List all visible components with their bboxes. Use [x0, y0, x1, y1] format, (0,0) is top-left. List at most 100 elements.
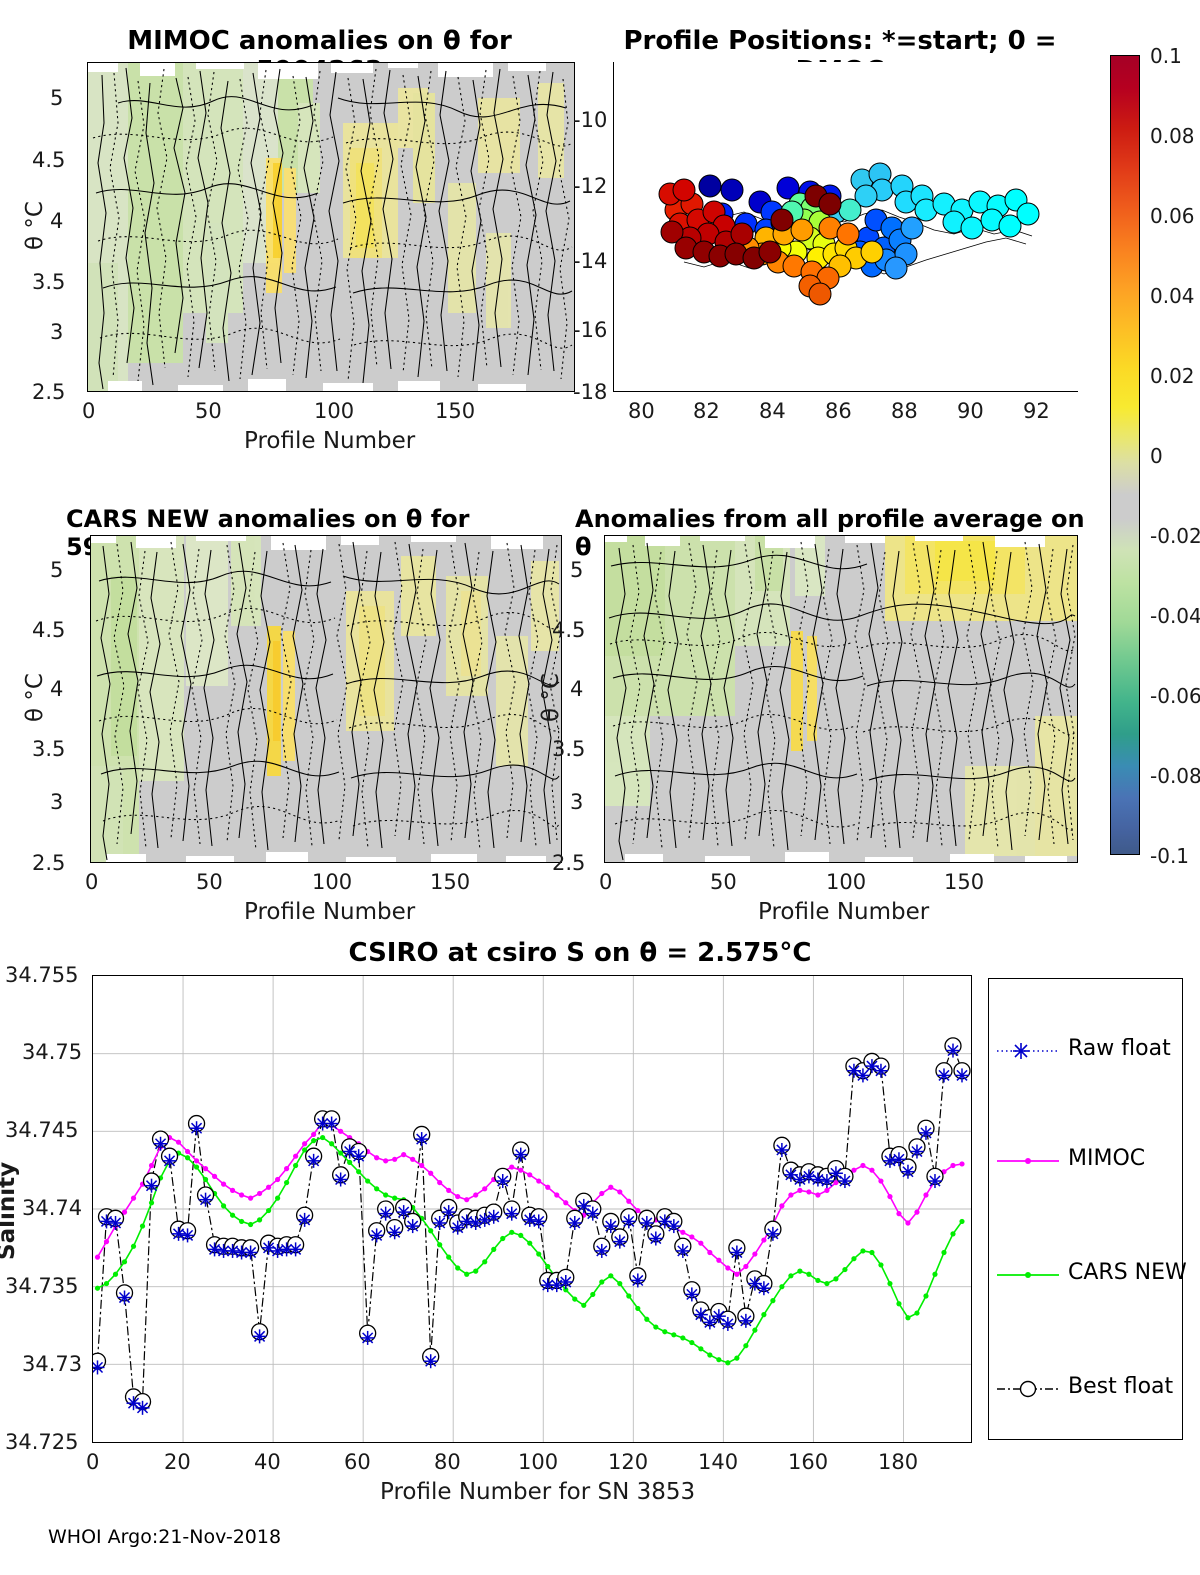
allprofile-yaxis-label: θ °C [538, 673, 564, 722]
timeseries-ytick-34p74: 34.74 [22, 1196, 83, 1220]
legend-label-cars-new: CARS NEW [1068, 1260, 1187, 1285]
timeseries-xtick-140: 140 [698, 1450, 739, 1474]
timeseries-xtick-60: 60 [344, 1450, 371, 1474]
colorbar-tick-m0p06: -0.06 [1150, 684, 1200, 708]
positions-ytick-m16: -16 [573, 318, 608, 342]
allprofile-ytick-4p5: 4.5 [552, 618, 586, 642]
mimoc-contour-field [88, 63, 574, 391]
allprofile-ytick-3p5: 3.5 [552, 737, 586, 761]
timeseries-ytick-34p745: 34.745 [5, 1118, 79, 1142]
timeseries-ytick-34p735: 34.735 [5, 1274, 79, 1298]
legend-sample-mimoc [997, 1158, 1059, 1164]
positions-xtick-84: 84 [759, 399, 786, 423]
timeseries-xaxis-label: Profile Number for SN 3853 [380, 1479, 696, 1505]
allprofile-xaxis-label: Profile Number [758, 899, 930, 925]
legend-sample-cars-new [997, 1272, 1059, 1278]
timeseries-ytick-34p75: 34.75 [22, 1040, 83, 1064]
positions-plot-frame [613, 62, 1078, 392]
timeseries-canvas [93, 976, 971, 1442]
cars-xtick-100: 100 [312, 870, 353, 894]
positions-xtick-86: 86 [825, 399, 852, 423]
cars-xtick-150: 150 [430, 870, 471, 894]
positions-xtick-88: 88 [891, 399, 918, 423]
mimoc-xtick-100: 100 [314, 399, 355, 423]
mimoc-ytick-3: 3 [50, 320, 64, 344]
colorbar-tick-m0p02: -0.02 [1150, 524, 1200, 548]
legend-label-mimoc: MIMOC [1068, 1146, 1146, 1171]
timeseries-xtick-180: 180 [878, 1450, 919, 1474]
allprofile-xtick-150: 150 [944, 870, 985, 894]
allprofile-xtick-50: 50 [710, 870, 737, 894]
positions-ytick-m10: -10 [573, 108, 608, 132]
mimoc-ytick-3p5: 3.5 [32, 270, 66, 294]
cars-plot-frame [90, 535, 562, 863]
allprofile-contour-field [605, 536, 1077, 862]
colorbar-tick-0: 0 [1150, 444, 1163, 468]
allprofile-ytick-5: 5 [570, 558, 584, 582]
colorbar [1110, 55, 1140, 855]
colorbar-tick-0p06: 0.06 [1150, 204, 1195, 228]
timeseries-xtick-160: 160 [788, 1450, 829, 1474]
colorbar-tick-0p08: 0.08 [1150, 124, 1195, 148]
cars-xtick-50: 50 [196, 870, 223, 894]
timeseries-xtick-100: 100 [518, 1450, 559, 1474]
positions-xtick-80: 80 [628, 399, 655, 423]
mimoc-xaxis-label: Profile Number [244, 428, 416, 454]
legend-sample-raw-float [997, 1043, 1059, 1059]
allprofile-panel-title: Anomalies from all profile average on θ [575, 505, 1085, 561]
timeseries-ytick-34p725: 34.725 [5, 1430, 79, 1454]
colorbar-tick-m0p1: -0.1 [1150, 844, 1190, 868]
colorbar-tick-0p02: 0.02 [1150, 364, 1195, 388]
mimoc-ytick-4p5: 4.5 [32, 148, 66, 172]
mimoc-ytick-5: 5 [50, 86, 64, 110]
positions-ytick-m14: -14 [573, 249, 608, 273]
timeseries-yaxis-label: Salinity [0, 1161, 20, 1260]
positions-xtick-90: 90 [957, 399, 984, 423]
allprofile-ytick-3: 3 [570, 790, 584, 814]
allprofile-xtick-100: 100 [826, 870, 867, 894]
positions-xtick-92: 92 [1023, 399, 1050, 423]
timeseries-ytick-34p755: 34.755 [5, 963, 79, 987]
colorbar-tick-m0p04: -0.04 [1150, 604, 1200, 628]
mimoc-plot-frame [87, 62, 575, 392]
positions-scatter-field [614, 62, 1078, 391]
cars-ytick-4: 4 [50, 677, 64, 701]
timeseries-panel-title: CSIRO at csiro S on θ = 2.575°C [348, 938, 812, 968]
positions-ytick-m12: -12 [573, 174, 608, 198]
colorbar-tick-0p04: 0.04 [1150, 284, 1195, 308]
allprofile-ytick-2p5: 2.5 [552, 851, 586, 875]
colorbar-gradient [1111, 56, 1139, 854]
cars-ytick-3p5: 3.5 [32, 737, 66, 761]
allprofile-xtick-0: 0 [599, 870, 613, 894]
cars-contour-field [91, 536, 561, 862]
colorbar-tick-0p1: 0.1 [1150, 44, 1182, 68]
legend-label-best-float: Best float [1068, 1374, 1174, 1399]
cars-ytick-2p5: 2.5 [32, 851, 66, 875]
timeseries-xtick-80: 80 [434, 1450, 461, 1474]
cars-ytick-4p5: 4.5 [32, 618, 66, 642]
mimoc-xtick-0: 0 [82, 399, 96, 423]
cars-ytick-5: 5 [50, 558, 64, 582]
colorbar-tick-m0p08: -0.08 [1150, 764, 1200, 788]
timeseries-ytick-34p73: 34.73 [22, 1352, 83, 1376]
mimoc-xtick-50: 50 [195, 399, 222, 423]
mimoc-ytick-4: 4 [50, 209, 64, 233]
mimoc-ytick-2p5: 2.5 [32, 380, 66, 404]
legend-sample-best-float [997, 1380, 1059, 1398]
cars-yaxis-label: θ °C [22, 673, 48, 722]
timeseries-xtick-0: 0 [86, 1450, 100, 1474]
cars-ytick-3: 3 [50, 790, 64, 814]
positions-ytick-m18: -18 [573, 380, 608, 404]
legend-label-raw-float: Raw float [1068, 1036, 1171, 1061]
timeseries-xtick-120: 120 [608, 1450, 649, 1474]
figure-footer: WHOI Argo:21-Nov-2018 [48, 1526, 282, 1548]
timeseries-xtick-20: 20 [164, 1450, 191, 1474]
cars-xtick-0: 0 [85, 870, 99, 894]
allprofile-plot-frame [604, 535, 1078, 863]
allprofile-ytick-4: 4 [570, 677, 584, 701]
timeseries-plot-frame [92, 975, 972, 1443]
positions-xtick-82: 82 [693, 399, 720, 423]
mimoc-xtick-150: 150 [435, 399, 476, 423]
timeseries-legend [988, 978, 1183, 1440]
mimoc-yaxis-label: θ °C [22, 201, 48, 250]
